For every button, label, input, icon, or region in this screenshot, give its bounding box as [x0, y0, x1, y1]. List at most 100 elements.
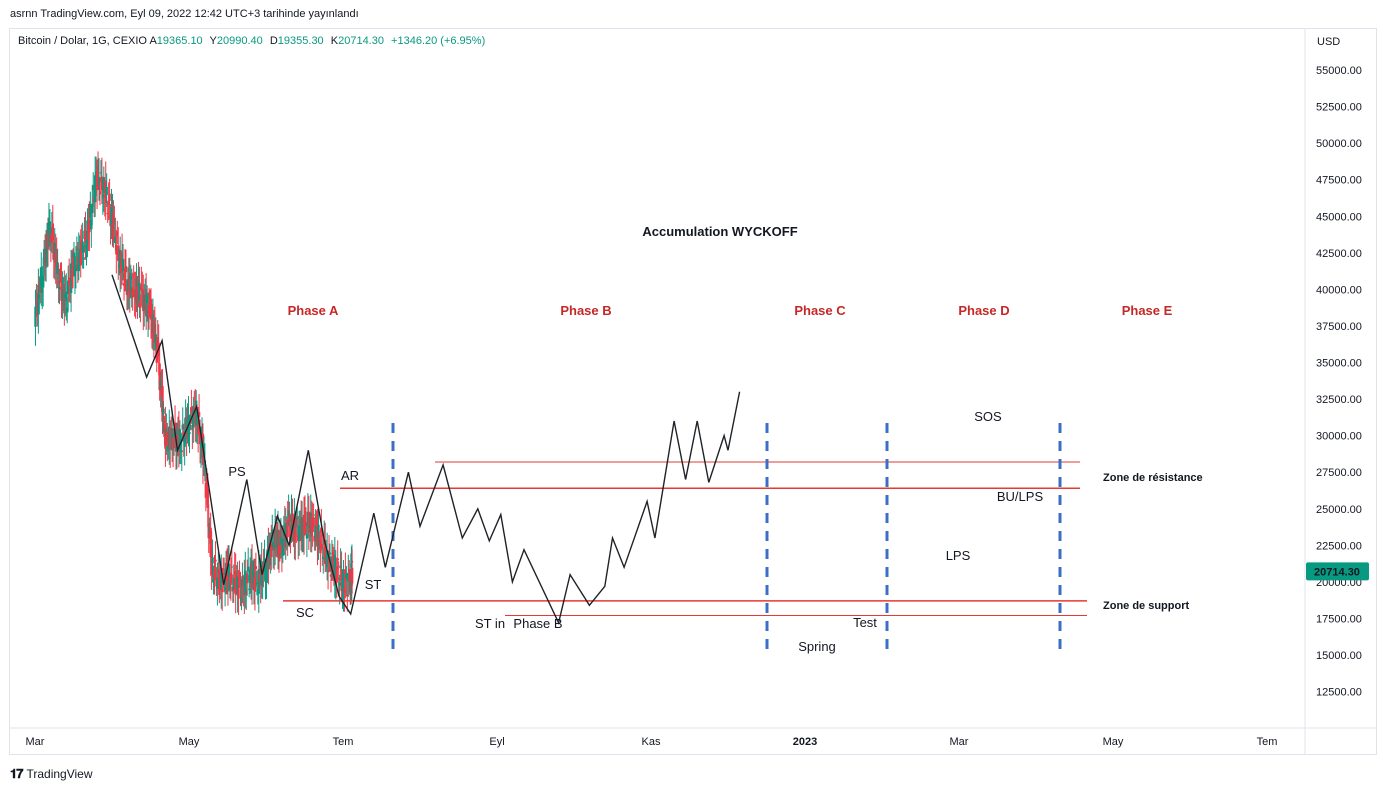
candle-body	[75, 248, 79, 251]
candle-body	[145, 294, 149, 304]
candle-body	[314, 525, 317, 538]
candle-body	[117, 245, 120, 261]
footer: 𝟏𝟕 TradingView	[10, 766, 93, 782]
candle-body	[41, 275, 45, 288]
candle-body	[180, 450, 183, 453]
candle-body	[265, 564, 268, 581]
support-zone-label: Zone de support	[1103, 600, 1190, 612]
chart-title: Accumulation WYCKOFF	[642, 224, 797, 239]
candle-body	[238, 572, 241, 577]
candle-body	[154, 334, 157, 350]
candle-body	[77, 251, 80, 272]
candle-body	[342, 569, 345, 593]
y-tick-label: 52500.00	[1316, 102, 1362, 114]
candle-body	[304, 522, 308, 527]
phase-label: Phase C	[794, 303, 846, 318]
candle-body	[286, 519, 289, 537]
chart-frame	[9, 28, 1377, 755]
phase-label: Phase A	[288, 303, 339, 318]
candle-body	[257, 569, 260, 594]
candle-body	[102, 177, 106, 193]
candle-body	[261, 581, 264, 583]
candle-body	[93, 175, 97, 203]
candle-body	[116, 231, 119, 237]
candle-body	[74, 264, 78, 272]
wyckoff-label: PS	[228, 464, 246, 479]
candle-body	[73, 271, 77, 276]
candle-body	[236, 576, 239, 596]
candle-body	[97, 177, 101, 186]
candle-body	[105, 186, 108, 195]
candle-body	[56, 262, 59, 275]
candle-body	[228, 582, 232, 590]
low-label: D	[269, 35, 278, 47]
candle-body	[49, 235, 53, 244]
candle-body	[232, 578, 235, 590]
y-tick-label: 40000.00	[1316, 284, 1362, 296]
candle-body	[71, 262, 75, 271]
candle-body	[230, 566, 234, 568]
candle-body	[195, 400, 198, 427]
resistance-zone-label: Zone de résistance	[1103, 472, 1203, 484]
candle-body	[114, 236, 117, 244]
candle-body	[159, 380, 162, 391]
candle-body	[60, 277, 63, 301]
candle-body	[343, 588, 346, 593]
candle-body	[106, 212, 109, 214]
candle-body	[178, 429, 182, 450]
x-tick-label: Mar	[26, 736, 45, 748]
candle-body	[311, 517, 314, 528]
candle-body	[162, 408, 165, 415]
publish-line: asrnn TradingView.com, Eyl 09, 2022 12:4…	[10, 8, 359, 20]
candle-body	[326, 569, 330, 571]
candle-body	[223, 587, 227, 590]
candle-body	[253, 577, 257, 592]
wyckoff-label: SOS	[974, 409, 1002, 424]
y-tick-label: 17500.00	[1316, 613, 1362, 625]
candle-body	[245, 589, 248, 595]
candle-body	[46, 232, 50, 250]
candle-body	[319, 540, 322, 554]
y-tick-label: 27500.00	[1316, 467, 1362, 479]
wyckoff-label: ST	[365, 577, 382, 592]
candle-body	[98, 191, 102, 195]
candle-body	[96, 165, 100, 173]
candle-body	[321, 544, 324, 549]
candle-body	[158, 363, 161, 391]
candle-body	[57, 280, 60, 285]
wyckoff-label: Test	[853, 615, 877, 630]
candle-body	[40, 267, 43, 288]
candle-body	[250, 563, 254, 589]
candle-body	[63, 284, 66, 314]
candle-body	[181, 424, 184, 430]
candle-body	[112, 213, 115, 241]
wyckoff-label: SC	[296, 605, 314, 620]
candle-body	[171, 437, 175, 449]
candle-body	[147, 304, 151, 318]
x-tick-label: Tem	[333, 736, 354, 748]
symbol-name: Bitcoin / Dolar, 1G, CEXIO	[18, 35, 147, 47]
y-tick-label: 22500.00	[1316, 540, 1362, 552]
candle-body	[329, 574, 333, 577]
wyckoff-label: AR	[341, 468, 359, 483]
y-tick-label: 30000.00	[1316, 431, 1362, 443]
x-tick-label: May	[1103, 736, 1124, 748]
candle-body	[322, 556, 325, 560]
candle-body	[129, 275, 132, 280]
x-tick-label: Kas	[642, 736, 661, 748]
y-tick-label: 55000.00	[1316, 65, 1362, 77]
candle-body	[167, 446, 170, 451]
candle-body	[195, 420, 199, 426]
candle-body	[298, 525, 301, 542]
candle-body	[199, 442, 203, 449]
candle-body	[270, 543, 273, 558]
candle-body	[315, 519, 318, 528]
candle-body	[325, 549, 329, 568]
candle-body	[67, 280, 70, 294]
x-tick-label: Tem	[1257, 736, 1278, 748]
candle-body	[244, 570, 247, 592]
candle-body	[339, 565, 342, 568]
phase-label: Phase E	[1122, 303, 1173, 318]
candle-body	[131, 288, 134, 297]
